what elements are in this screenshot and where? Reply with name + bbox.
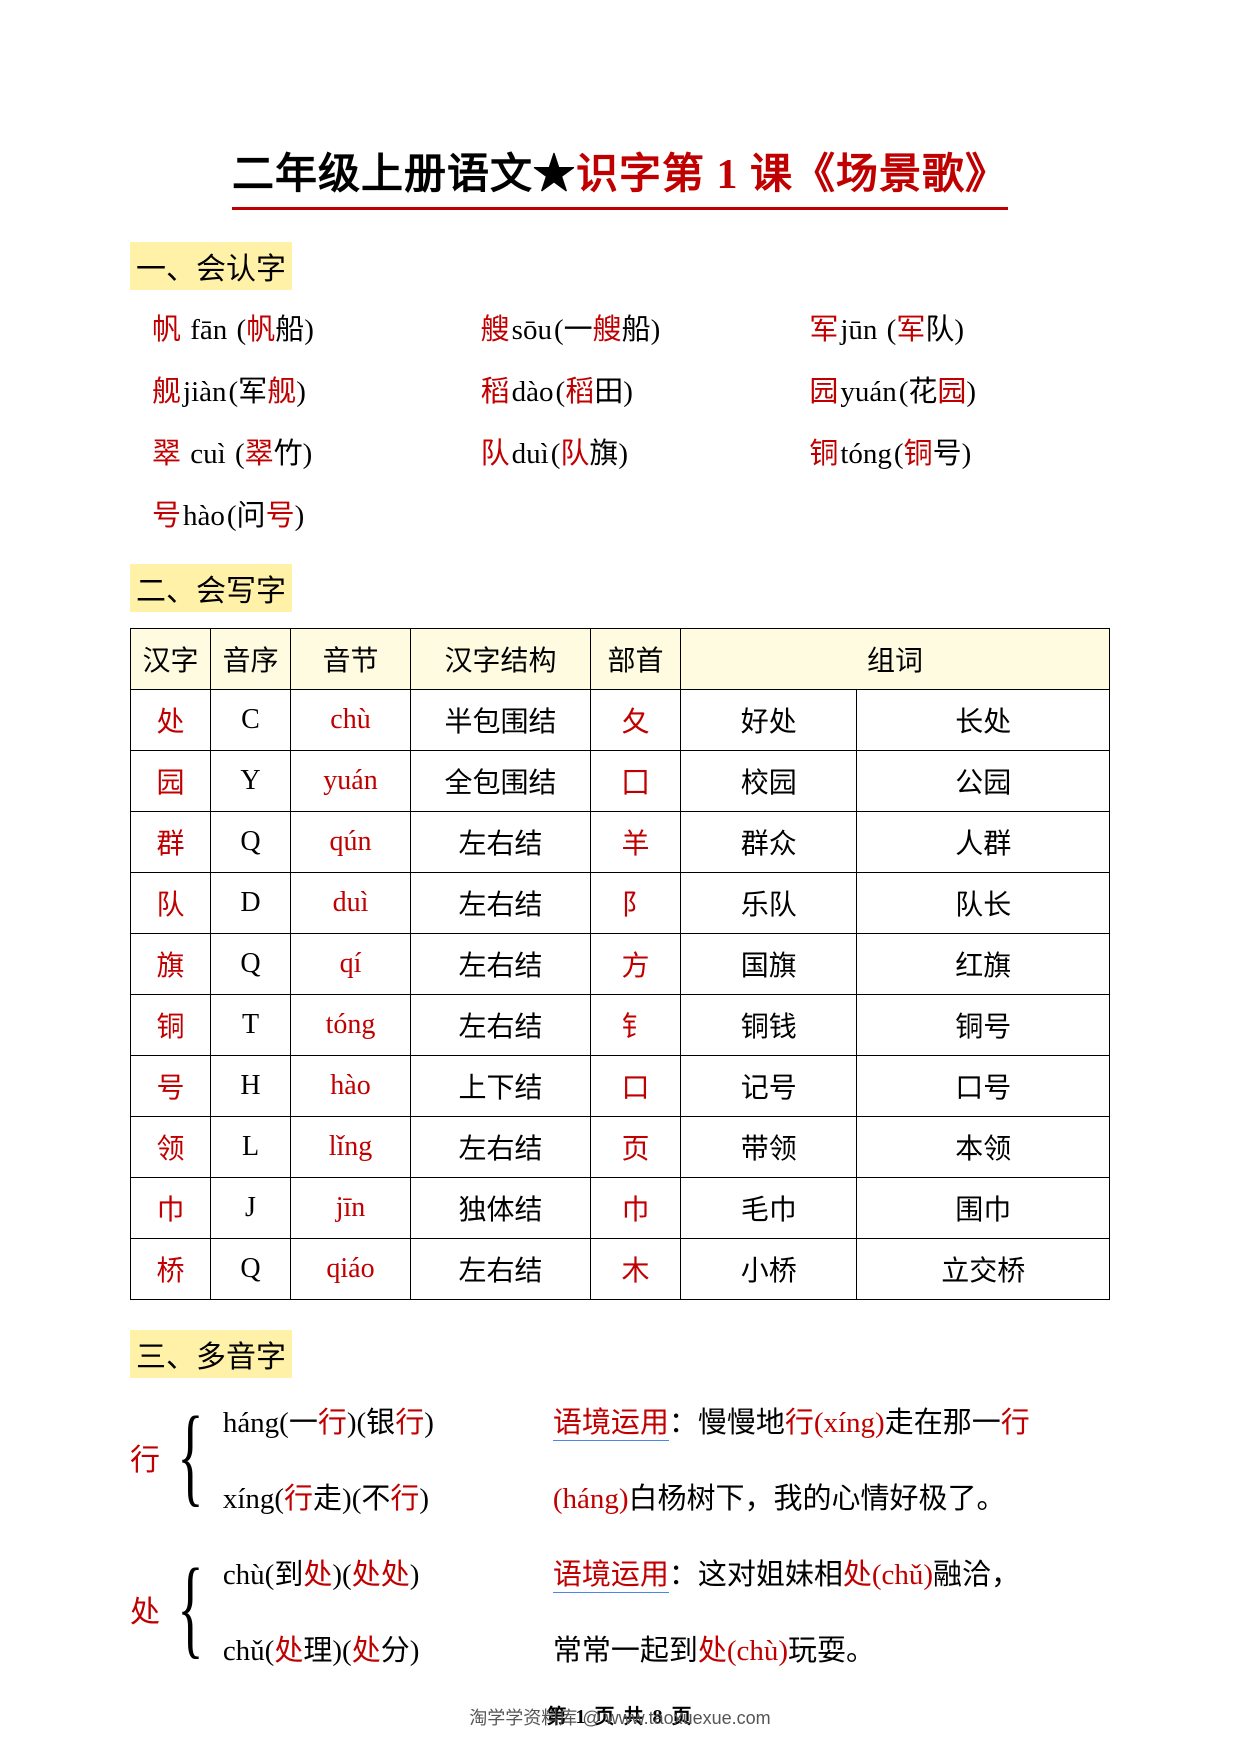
section3-label: 三、多音字 xyxy=(130,1330,292,1378)
recognize-item: 园yuán(花园) xyxy=(809,368,1110,410)
write-table: 汉字音序音节汉字结构部首组词处Cchù半包围结夂好处长处园Yyuán全包围结囗校… xyxy=(130,628,1110,1300)
page-title: 二年级上册语文★识字第 1 课《场景歌》 xyxy=(232,140,1008,210)
recognize-item: 号hào(问号) xyxy=(152,492,453,534)
section-recognize: 一、会认字 帆 fān (帆船) 艘sōu(一艘船) 军jūn (军队) 舰jiàn(… xyxy=(130,242,1110,534)
section-write: 二、会写字 汉字音序音节汉字结构部首组词处Cchù半包围结夂好处长处园Yyuán… xyxy=(130,564,1110,1300)
recognize-item: 铜tóng(铜号) xyxy=(809,430,1110,472)
title-part2: 识字第 1 课《场景歌》 xyxy=(576,152,1008,198)
recognize-item: 翠 cuì (翠竹) xyxy=(152,430,453,472)
recognize-item: 帆 fān (帆船) xyxy=(152,306,453,348)
polyphone-container: 行{háng(一行)(银行)xíng(行走)(不行)语境运用：慢慢地行(xíng… xyxy=(130,1394,1110,1680)
section2-label: 二、会写字 xyxy=(130,564,292,612)
recognize-item: 舰jiàn(军舰) xyxy=(152,368,453,410)
section1-label: 一、会认字 xyxy=(130,242,292,290)
recognize-item: 队duì(队旗) xyxy=(481,430,782,472)
recognize-item: 稻dào(稻田) xyxy=(481,368,782,410)
title-container: 二年级上册语文★识字第 1 课《场景歌》 xyxy=(130,140,1110,210)
polyphone-entry: 处{chù(到处)(处处)chǔ(处理)(处分)语境运用：这对姐妹相处(chǔ)… xyxy=(130,1546,1110,1680)
title-part1: 二年级上册语文★ xyxy=(232,152,576,198)
recognize-grid: 帆 fān (帆船) 艘sōu(一艘船) 军jūn (军队) 舰jiàn(军舰) 稻dà… xyxy=(152,306,1110,534)
footer-text: 淘学学资料库 @ www.taoxuexue.com xyxy=(0,1704,1240,1730)
recognize-item: 军jūn (军队) xyxy=(809,306,1110,348)
polyphone-entry: 行{háng(一行)(银行)xíng(行走)(不行)语境运用：慢慢地行(xíng… xyxy=(130,1394,1110,1528)
recognize-item: 艘sōu(一艘船) xyxy=(481,306,782,348)
section-polyphone: 三、多音字 行{háng(一行)(银行)xíng(行走)(不行)语境运用：慢慢地… xyxy=(130,1330,1110,1680)
